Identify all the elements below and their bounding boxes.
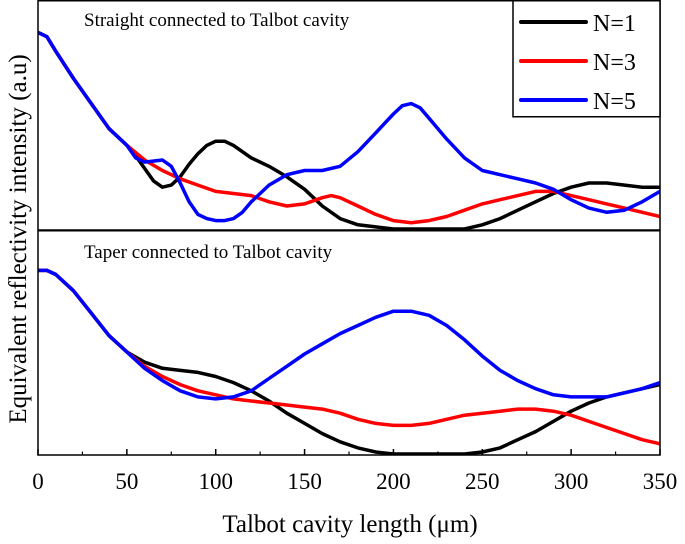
panel-2: Taper connected to Talbot cavity	[38, 242, 660, 455]
x-tick-label: 350	[643, 469, 678, 494]
legend: N=1 N=3 N=5	[512, 0, 661, 118]
series-line-n-5-panel-2	[38, 268, 660, 401]
x-tick-label: 100	[198, 469, 233, 494]
panel-2-title: Taper connected to Talbot cavity	[84, 242, 333, 263]
x-tick-label: 200	[376, 469, 411, 494]
panels-layer: Straight connected to Talbot cavity Taper…	[38, 10, 660, 455]
panel-2-frame	[37, 230, 661, 456]
x-tick-label: 250	[465, 469, 500, 494]
y-axis-title: Equivalent reflectivity intensity (a.u)	[5, 54, 32, 423]
x-tick-label: 300	[554, 469, 589, 494]
x-tick-label: 150	[287, 469, 322, 494]
x-axis-title: Talbot cavity length (μm)	[222, 511, 477, 538]
x-tick-label: 0	[32, 469, 44, 494]
legend-label-n-1: N=1	[593, 11, 636, 37]
legend-label-n-3: N=3	[593, 50, 636, 76]
series-line-n-1-panel-2	[38, 268, 660, 455]
x-tick-label: 50	[115, 469, 138, 494]
legend-label-n-5: N=5	[593, 89, 636, 115]
axes-layer: 0 50 100 150 200 250 300 350	[32, 0, 678, 494]
panel-1: Straight connected to Talbot cavity	[38, 10, 660, 230]
series-line-n-5-panel-1	[38, 30, 660, 223]
panel-1-title: Straight connected to Talbot cavity	[84, 10, 350, 31]
